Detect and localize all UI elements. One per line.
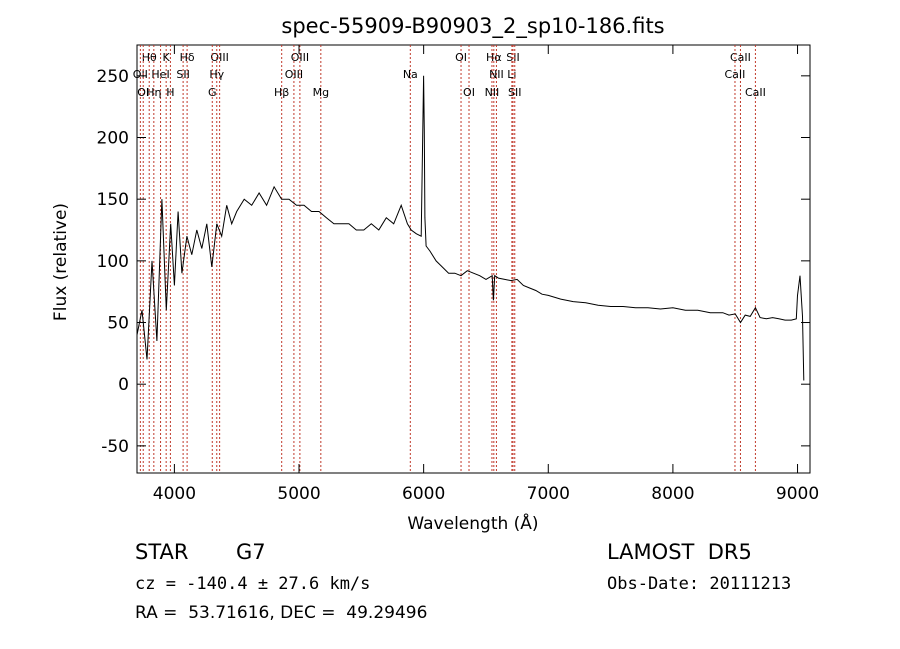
y-tick-label-5: 200 [97,129,129,149]
line-marker-label-20: H [166,86,174,99]
line-marker-label-13: OIII [285,68,303,81]
line-marker-label-19: Hη [146,86,161,99]
x-tick-label-3: 7000 [527,484,570,504]
redshift-line: cz = -140.4 ± 27.6 km/s [135,574,371,594]
x-tick-label-1: 5000 [277,484,320,504]
chart-title: spec-55909-B90903_2_sp10-186.fits [281,14,664,39]
coordinates-line: RA = 53.71616, DEC = 49.29496 [135,603,428,623]
line-marker-label-9: OII [133,68,148,81]
line-marker-label-18: OI [137,86,149,99]
line-marker-label-25: NII [485,86,500,99]
line-marker-label-23: Mg [313,86,329,99]
object-class: STAR [135,540,189,564]
y-tick-label-0: -50 [101,437,129,457]
y-tick-label-6: 250 [97,67,129,87]
line-marker-label-21: G [208,86,217,99]
survey-name: LAMOST DR5 [607,540,752,564]
x-tick-label-4: 8000 [651,484,694,504]
line-marker-label-14: Na [403,68,418,81]
line-marker-label-16: Li [507,68,516,81]
line-marker-label-15: NII [489,68,504,81]
line-marker-label-4: OIII [291,51,309,64]
axis-ticks: 4000 5000 6000 7000 8000 9000 -50 0 50 100 150 200 2… [97,45,819,504]
line-marker-label-6: Hα [486,51,502,64]
line-marker-label-5: OI [455,51,467,64]
line-marker-label-7: SII [506,51,519,64]
line-marker-label-27: CaII [745,86,766,99]
line-marker-label-3: OIII [210,51,228,64]
line-marker-label-10: HeI [151,68,169,81]
object-subclass: G7 [236,540,266,564]
line-marker-label-11: SII [176,68,189,81]
x-axis-label: Wavelength (Å) [407,512,538,534]
line-marker-label-24: OI [463,86,475,99]
x-tick-label-0: 4000 [153,484,196,504]
line-marker-label-8: CaII [730,51,751,64]
x-tick-label-2: 6000 [402,484,445,504]
y-tick-label-3: 100 [97,252,129,272]
spectrum-line [136,75,805,381]
y-tick-label-2: 50 [107,314,129,334]
plot-frame [136,44,811,474]
line-marker-label-26: SII [508,86,521,99]
y-tick-label-1: 0 [118,375,129,395]
line-marker-label-12: Hγ [209,68,224,81]
line-marker-label-2: Hδ [180,51,195,64]
y-axis-label: Flux (relative) [51,203,71,321]
line-marker-label-1: K [163,51,171,64]
y-tick-label-4: 150 [97,190,129,210]
line-markers: Hθ K Hδ OIII OIII OI Hα SII CaII OII HeI SII Hγ OIII N… [133,45,766,473]
line-marker-label-22: Hβ [274,86,289,99]
line-marker-label-17: CaII [725,68,746,81]
x-tick-label-5: 9000 [776,484,819,504]
line-marker-label-0: Hθ [142,51,157,64]
obs-date-line: Obs-Date: 20111213 [607,574,792,594]
